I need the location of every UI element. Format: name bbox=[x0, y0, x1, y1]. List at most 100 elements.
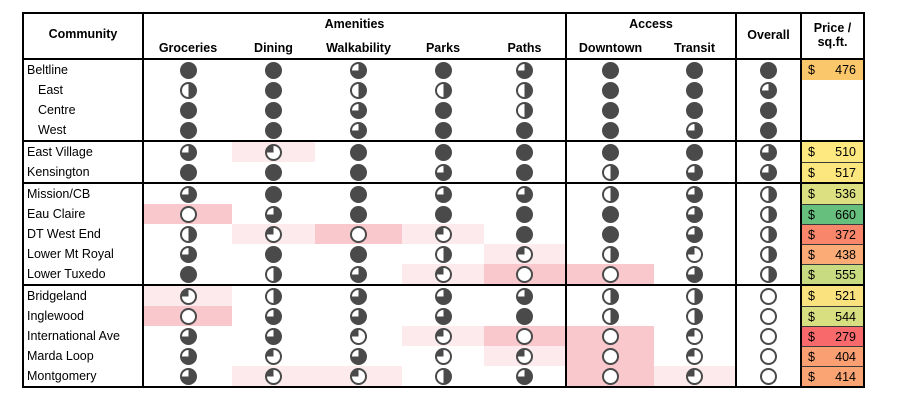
community-cell[interactable]: Bridgeland bbox=[24, 286, 144, 306]
rating-cell-paths[interactable] bbox=[484, 100, 567, 120]
rating-cell-groceries[interactable] bbox=[144, 142, 232, 162]
rating-cell-dining[interactable] bbox=[232, 60, 315, 80]
rating-cell-parks[interactable] bbox=[402, 100, 484, 120]
overall-cell[interactable] bbox=[737, 80, 802, 100]
community-cell[interactable]: East Village bbox=[24, 142, 144, 162]
price-cell[interactable]: $404 bbox=[802, 346, 863, 366]
rating-cell-transit[interactable] bbox=[654, 204, 737, 224]
overall-cell[interactable] bbox=[737, 224, 802, 244]
rating-cell-dining[interactable] bbox=[232, 142, 315, 162]
rating-cell-walkability[interactable] bbox=[315, 366, 402, 386]
rating-cell-downtown[interactable] bbox=[567, 326, 654, 346]
community-cell[interactable]: Montgomery bbox=[24, 366, 144, 386]
rating-cell-parks[interactable] bbox=[402, 264, 484, 284]
rating-cell-parks[interactable] bbox=[402, 306, 484, 326]
community-cell[interactable]: Kensington bbox=[24, 162, 144, 182]
community-cell[interactable]: Mission/CB bbox=[24, 184, 144, 204]
rating-cell-parks[interactable] bbox=[402, 162, 484, 182]
rating-cell-walkability[interactable] bbox=[315, 244, 402, 264]
rating-cell-parks[interactable] bbox=[402, 80, 484, 100]
rating-cell-parks[interactable] bbox=[402, 286, 484, 306]
rating-cell-parks[interactable] bbox=[402, 142, 484, 162]
rating-cell-parks[interactable] bbox=[402, 244, 484, 264]
overall-cell[interactable] bbox=[737, 366, 802, 386]
rating-cell-paths[interactable] bbox=[484, 204, 567, 224]
rating-cell-paths[interactable] bbox=[484, 286, 567, 306]
overall-cell[interactable] bbox=[737, 244, 802, 264]
rating-cell-dining[interactable] bbox=[232, 286, 315, 306]
community-cell[interactable]: Centre bbox=[24, 100, 144, 120]
rating-cell-walkability[interactable] bbox=[315, 286, 402, 306]
rating-cell-transit[interactable] bbox=[654, 142, 737, 162]
overall-cell[interactable] bbox=[737, 346, 802, 366]
rating-cell-parks[interactable] bbox=[402, 120, 484, 140]
rating-cell-dining[interactable] bbox=[232, 162, 315, 182]
rating-cell-dining[interactable] bbox=[232, 204, 315, 224]
rating-cell-groceries[interactable] bbox=[144, 326, 232, 346]
rating-cell-walkability[interactable] bbox=[315, 306, 402, 326]
community-cell[interactable]: Lower Tuxedo bbox=[24, 264, 144, 284]
price-cell[interactable]: $544 bbox=[802, 306, 863, 326]
rating-cell-paths[interactable] bbox=[484, 142, 567, 162]
rating-cell-groceries[interactable] bbox=[144, 366, 232, 386]
rating-cell-downtown[interactable] bbox=[567, 184, 654, 204]
rating-cell-transit[interactable] bbox=[654, 264, 737, 284]
rating-cell-groceries[interactable] bbox=[144, 224, 232, 244]
rating-cell-paths[interactable] bbox=[484, 366, 567, 386]
rating-cell-dining[interactable] bbox=[232, 224, 315, 244]
rating-cell-paths[interactable] bbox=[484, 60, 567, 80]
price-cell[interactable]: $372 bbox=[802, 224, 863, 244]
rating-cell-downtown[interactable] bbox=[567, 80, 654, 100]
rating-cell-transit[interactable] bbox=[654, 244, 737, 264]
rating-cell-dining[interactable] bbox=[232, 100, 315, 120]
rating-cell-dining[interactable] bbox=[232, 346, 315, 366]
rating-cell-walkability[interactable] bbox=[315, 184, 402, 204]
rating-cell-dining[interactable] bbox=[232, 80, 315, 100]
price-cell[interactable]: $438 bbox=[802, 244, 863, 264]
rating-cell-dining[interactable] bbox=[232, 326, 315, 346]
rating-cell-transit[interactable] bbox=[654, 120, 737, 140]
price-cell[interactable] bbox=[802, 100, 863, 120]
price-cell[interactable]: $476 bbox=[802, 60, 863, 80]
rating-cell-dining[interactable] bbox=[232, 244, 315, 264]
rating-cell-walkability[interactable] bbox=[315, 264, 402, 284]
rating-cell-walkability[interactable] bbox=[315, 204, 402, 224]
rating-cell-groceries[interactable] bbox=[144, 60, 232, 80]
rating-cell-walkability[interactable] bbox=[315, 120, 402, 140]
rating-cell-walkability[interactable] bbox=[315, 224, 402, 244]
rating-cell-groceries[interactable] bbox=[144, 306, 232, 326]
rating-cell-parks[interactable] bbox=[402, 326, 484, 346]
overall-cell[interactable] bbox=[737, 306, 802, 326]
overall-cell[interactable] bbox=[737, 120, 802, 140]
rating-cell-paths[interactable] bbox=[484, 80, 567, 100]
rating-cell-transit[interactable] bbox=[654, 60, 737, 80]
overall-cell[interactable] bbox=[737, 264, 802, 284]
rating-cell-downtown[interactable] bbox=[567, 60, 654, 80]
community-cell[interactable]: Eau Claire bbox=[24, 204, 144, 224]
rating-cell-groceries[interactable] bbox=[144, 264, 232, 284]
rating-cell-groceries[interactable] bbox=[144, 120, 232, 140]
rating-cell-paths[interactable] bbox=[484, 162, 567, 182]
rating-cell-transit[interactable] bbox=[654, 100, 737, 120]
price-cell[interactable]: $510 bbox=[802, 142, 863, 162]
community-cell[interactable]: Lower Mt Royal bbox=[24, 244, 144, 264]
rating-cell-downtown[interactable] bbox=[567, 224, 654, 244]
rating-cell-parks[interactable] bbox=[402, 346, 484, 366]
rating-cell-paths[interactable] bbox=[484, 264, 567, 284]
rating-cell-groceries[interactable] bbox=[144, 184, 232, 204]
rating-cell-transit[interactable] bbox=[654, 162, 737, 182]
rating-cell-parks[interactable] bbox=[402, 366, 484, 386]
rating-cell-paths[interactable] bbox=[484, 184, 567, 204]
rating-cell-parks[interactable] bbox=[402, 224, 484, 244]
rating-cell-transit[interactable] bbox=[654, 184, 737, 204]
rating-cell-dining[interactable] bbox=[232, 184, 315, 204]
rating-cell-dining[interactable] bbox=[232, 306, 315, 326]
price-cell[interactable]: $414 bbox=[802, 366, 863, 386]
rating-cell-transit[interactable] bbox=[654, 224, 737, 244]
price-cell[interactable]: $660 bbox=[802, 204, 863, 224]
rating-cell-parks[interactable] bbox=[402, 184, 484, 204]
rating-cell-downtown[interactable] bbox=[567, 100, 654, 120]
rating-cell-groceries[interactable] bbox=[144, 204, 232, 224]
community-cell[interactable]: Beltline bbox=[24, 60, 144, 80]
rating-cell-downtown[interactable] bbox=[567, 244, 654, 264]
